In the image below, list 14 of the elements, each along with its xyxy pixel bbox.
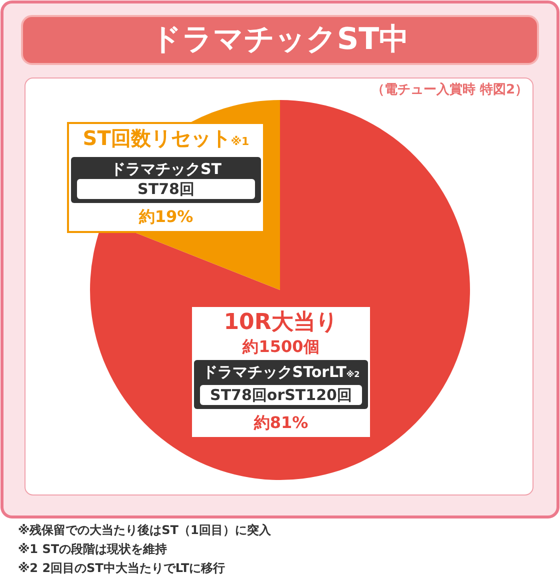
text: ドラマチックST bbox=[110, 160, 222, 178]
text: ※1 STの段階は現状を維持 bbox=[18, 542, 168, 556]
text: ※残保留での大当たり後はST（1回目）に突入 bbox=[18, 523, 272, 538]
text: ※2 2回目のST中大当たりでLTに移行 bbox=[18, 561, 226, 576]
text: ドラマチックSTorLT※2 bbox=[202, 363, 360, 381]
text: 約1500個 bbox=[242, 337, 320, 356]
slice-label: 10R大当り bbox=[222, 309, 340, 336]
slice-label: ST回数リセット※1 bbox=[82, 126, 250, 152]
chart-title: ドラマチックST中 bbox=[150, 22, 410, 57]
text: ST78回 bbox=[138, 180, 194, 198]
text: ST78回orST120回 bbox=[210, 386, 352, 404]
data-label: 約19% bbox=[138, 206, 194, 227]
data-label: 約81% bbox=[252, 412, 310, 433]
chart-subtitle: （電チュー入賞時 特図2） bbox=[371, 81, 528, 98]
